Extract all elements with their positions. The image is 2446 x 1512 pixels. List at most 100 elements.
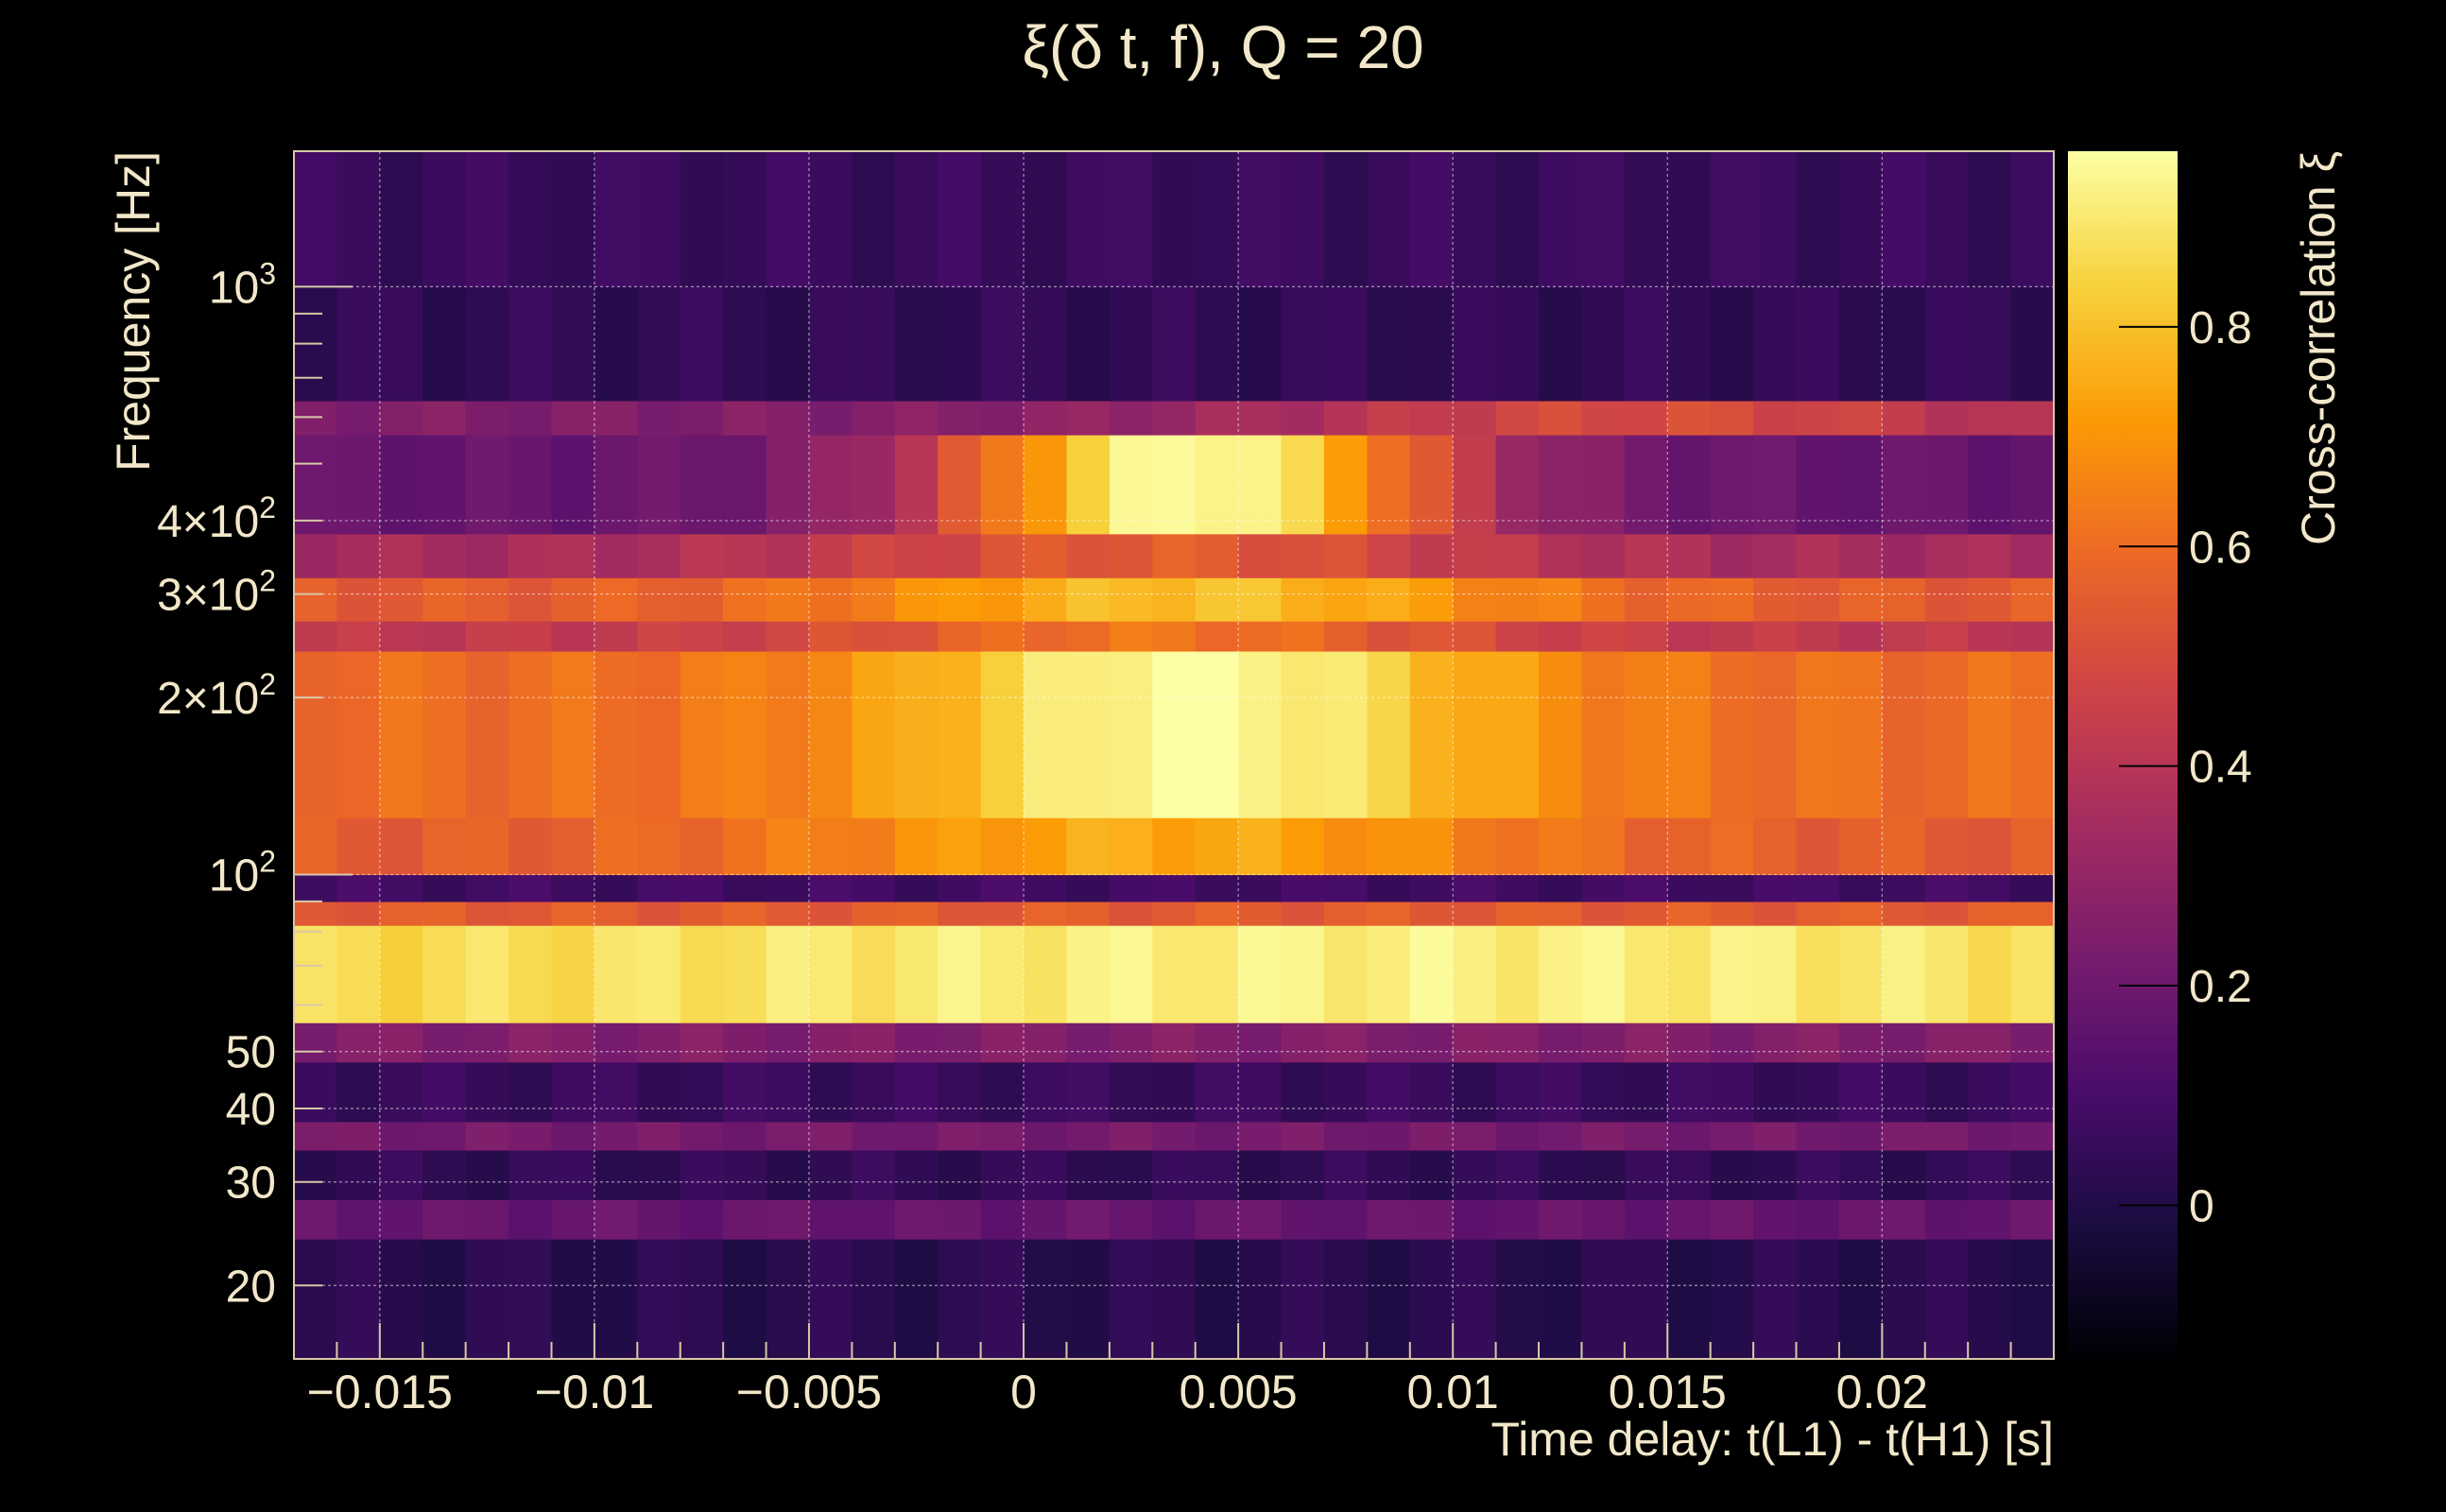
heatmap-cell [1667,1022,1712,1063]
heatmap-cell [422,533,467,578]
y-tick-label: 30 [226,1159,276,1209]
heatmap-cell [1109,286,1153,402]
x-tick-label: −0.01 [535,1366,655,1418]
heatmap-cell [1539,650,1583,818]
heatmap-cell [1581,874,1626,902]
heatmap-cell [1796,901,1840,926]
heatmap-cell [1753,901,1798,926]
heatmap-cell [1409,621,1454,652]
heatmap-cell [766,1149,810,1200]
heatmap-cell [1796,533,1840,578]
heatmap-cell [508,1061,553,1123]
heatmap-cell [938,925,982,1023]
heatmap-cell [379,621,423,652]
heatmap-cell [723,1149,767,1200]
heatmap-cell [723,1121,767,1151]
heatmap-cell [1539,577,1583,622]
heatmap-cell [465,1061,509,1123]
heatmap-cell [1195,533,1239,578]
heatmap-cell [766,901,810,926]
heatmap-cell [508,1239,553,1360]
heatmap-cell [294,1199,338,1240]
heatmap-cell [1109,1199,1153,1240]
heatmap-cell [1838,435,1883,535]
heatmap-cell [1109,901,1153,926]
heatmap-cell [1581,621,1626,652]
heatmap-cell [723,650,767,818]
y-tick-label: 102 [209,844,276,901]
heatmap-cell [465,874,509,902]
heatmap-cell [808,817,853,876]
heatmap-cell [1495,400,1540,436]
heatmap-cell [637,1199,681,1240]
heatmap-cell [336,1149,381,1200]
heatmap-cell [465,901,509,926]
heatmap-cell [680,1149,724,1200]
heatmap-cell [294,533,338,578]
heatmap-cell [1667,1149,1712,1200]
heatmap-cell [1796,1121,1840,1151]
heatmap-cell [336,1061,381,1123]
heatmap-cell [808,1022,853,1063]
heatmap-cell [1968,435,2012,535]
heatmap-cell [1024,577,1068,622]
heatmap-cell [422,925,467,1023]
heatmap-cell [2010,1061,2055,1123]
x-tick-label: 0.02 [1836,1366,1928,1418]
heatmap-cell [1024,1022,1068,1063]
heatmap-cell [336,533,381,578]
heatmap-cell [1581,650,1626,818]
heatmap-cell [808,901,853,926]
heatmap-cell [1109,1149,1153,1200]
heatmap-cell [1109,533,1153,578]
heatmap-cell [594,901,638,926]
heatmap-cell [1367,1199,1411,1240]
heatmap-cell [852,621,896,652]
heatmap-cell [1152,1061,1197,1123]
heatmap-cell [1624,901,1668,926]
heatmap-cell [294,435,338,535]
heatmap-cell [1495,1239,1540,1360]
heatmap-cell [1495,650,1540,818]
heatmap-cell [1066,817,1111,876]
heatmap-cell [508,1022,553,1063]
heatmap-cell [1323,650,1368,818]
heatmap-cell [894,286,939,402]
heatmap-cell [1882,400,1926,436]
heatmap-cell [1710,1121,1754,1151]
heatmap-cell [723,533,767,578]
heatmap-cell [1624,650,1668,818]
heatmap-cell [1152,1199,1197,1240]
heatmap-cell [1796,1061,1840,1123]
heatmap-cell [723,1239,767,1360]
heatmap-cell [294,1239,338,1360]
heatmap-cell [1968,1022,2012,1063]
heatmap-cell [1024,874,1068,902]
heatmap-cell [1667,874,1712,902]
heatmap-cell [938,151,982,287]
heatmap-cell [1453,1121,1497,1151]
heatmap-cell [1882,286,1926,402]
heatmap-cell [1024,901,1068,926]
heatmap-cell [1539,1199,1583,1240]
heatmap-cell [1109,151,1153,287]
heatmap-cell [1624,1061,1668,1123]
heatmap-cell [1753,1121,1798,1151]
heatmap-cell [1195,151,1239,287]
heatmap-cell [766,533,810,578]
heatmap-cell [1495,577,1540,622]
heatmap-cell [980,1121,1025,1151]
heatmap-cell [938,533,982,578]
heatmap-cell [1409,1239,1454,1360]
heatmap-cell [594,1061,638,1123]
heatmap-cell [1281,151,1325,287]
heatmap-cell [1195,650,1239,818]
heatmap-cell [1838,1149,1883,1200]
heatmap-cell [637,1121,681,1151]
heatmap-cell [336,874,381,902]
heatmap-cell [1066,533,1111,578]
heatmap-cell [938,901,982,926]
heatmap-cell [1409,1121,1454,1151]
heatmap-cell [723,400,767,436]
x-tick-label: −0.015 [307,1366,453,1418]
